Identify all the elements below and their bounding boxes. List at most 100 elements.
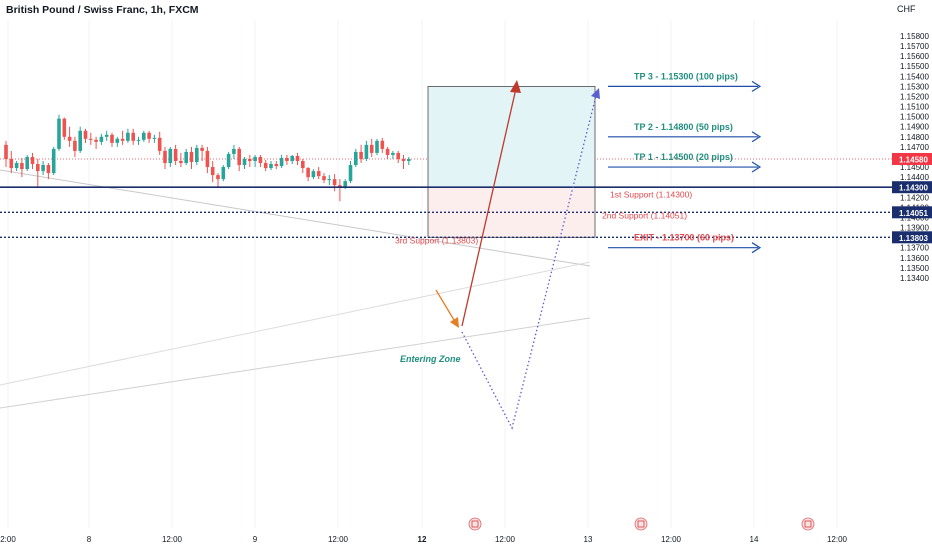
candle-body (78, 130, 82, 151)
candle-body (306, 168, 310, 178)
trendlines (0, 158, 892, 409)
candle-body (343, 181, 347, 188)
candle-body (126, 132, 130, 141)
candle-body (216, 175, 220, 180)
candle-body (364, 144, 369, 159)
candle-body (73, 140, 77, 151)
candle-body (316, 171, 321, 177)
price-tag-text: 1.14051 (899, 209, 928, 218)
candle-body (226, 153, 231, 168)
candle-body (36, 164, 40, 172)
candle-body (311, 171, 316, 178)
chart-title: British Pound / Swiss Franc, 1h, FXCM (6, 4, 199, 16)
y-tick-label: 1.13400 (900, 274, 929, 283)
candle-body (237, 148, 241, 166)
candle-body (25, 156, 29, 170)
price-axis: 1.158001.157001.156001.155001.154001.153… (892, 32, 932, 283)
support-label: 1st Support (1.14300) (610, 189, 692, 199)
loss-zone (427, 186, 596, 238)
candle-body (9, 158, 14, 169)
y-tick-label: 1.15500 (900, 62, 929, 71)
candle-body (295, 155, 300, 161)
event-marker-icon (468, 517, 482, 531)
x-tick-label: 12:00 (495, 535, 516, 544)
x-tick-label: 9 (253, 535, 258, 544)
event-marker-glyph (637, 520, 645, 528)
candle-body (163, 150, 167, 164)
candle-body (301, 160, 305, 169)
arrow-up-head (510, 80, 521, 93)
target-arrow-head (751, 131, 762, 143)
trendline-lower (0, 317, 591, 409)
candle-body (401, 158, 406, 161)
target-arrow-head (751, 161, 762, 173)
candle-body (195, 147, 199, 162)
candle-body (41, 165, 45, 172)
candle-body (396, 152, 400, 159)
price-tag (892, 231, 932, 244)
support-label: 2nd Support (1.14051) (602, 210, 687, 220)
candle-body (120, 138, 125, 141)
candle-body (99, 136, 104, 142)
candle-body (20, 163, 24, 170)
price-tag-text: 1.14300 (899, 184, 928, 193)
price-tag-text: 1.14580 (899, 155, 928, 164)
projection-dotted-head (591, 88, 600, 99)
candle-body (142, 132, 146, 140)
candle-body (136, 139, 141, 141)
candle-body (327, 179, 332, 181)
candle-body (14, 163, 19, 169)
candle-body (391, 152, 395, 155)
x-tick-label: 12:00 (827, 535, 848, 544)
y-tick-label: 1.13900 (900, 224, 929, 233)
projection-dotted-path (461, 91, 598, 430)
x-tick-label: 12:00 (162, 535, 183, 544)
candle-body (348, 165, 353, 182)
y-tick-label: 1.15200 (900, 92, 929, 101)
event-marker-glyph (471, 520, 479, 528)
candle-body (263, 163, 268, 169)
candle-body (94, 139, 98, 142)
candle-body (248, 158, 252, 161)
candle-body (152, 137, 157, 139)
target-arrow-head (751, 242, 762, 254)
profit-zone (427, 86, 596, 188)
x-tick-label: 2:00 (0, 535, 16, 544)
y-tick-label: 1.14900 (900, 123, 929, 132)
candle-body (89, 138, 93, 140)
y-tick-label: 1.15800 (900, 32, 929, 41)
candle-body (157, 137, 162, 151)
candle-body (322, 176, 326, 181)
candle-body (221, 167, 226, 180)
candle-body (83, 130, 88, 139)
arrow-small-head (450, 317, 459, 328)
y-tick-label: 1.14800 (900, 133, 929, 142)
support-label: 3rd Support (1.13803) (395, 236, 478, 246)
entering-zone-label: Entering Zone (400, 354, 461, 364)
candle-body (269, 164, 273, 169)
x-tick-label: 13 (584, 535, 593, 544)
candle-body (168, 148, 173, 164)
candles (4, 114, 411, 202)
arrow-up-line (461, 83, 518, 327)
event-marker-glyph (804, 520, 812, 528)
candle-body (359, 151, 363, 159)
y-tick-label: 1.15000 (900, 113, 929, 122)
x-tick-label: 12:00 (661, 535, 682, 544)
target-arrow-head (751, 80, 762, 92)
candle-body (104, 134, 109, 137)
levels (0, 186, 892, 238)
exit-label: EXIT - 1.13700 (60 pips) (634, 233, 734, 243)
candle-body (115, 138, 120, 143)
candle-body (253, 156, 257, 161)
candle-body (354, 151, 358, 166)
candle-body (407, 158, 411, 161)
candle-body (200, 147, 204, 151)
y-tick-label: 1.15300 (900, 82, 929, 91)
x-tick-label: 8 (87, 535, 92, 544)
tp-label: TP 1 - 1.14500 (20 pips) (634, 152, 733, 162)
tp-label: TP 2 - 1.14800 (50 pips) (634, 122, 733, 132)
candle-body (51, 148, 56, 174)
y-tick-label: 1.15700 (900, 42, 929, 51)
